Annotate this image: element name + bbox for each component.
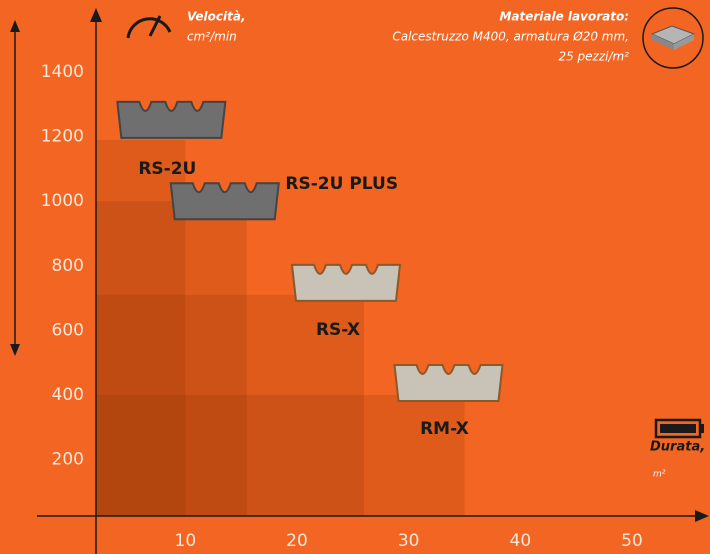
- x-tick-label: 30: [398, 531, 420, 551]
- product-label: RS-X: [316, 320, 360, 340]
- areas: [96, 139, 465, 516]
- y-tick-label: 1400: [41, 62, 84, 82]
- y-unit: cm²/min: [187, 30, 237, 44]
- speed-icon: [126, 15, 172, 39]
- side-arrow-head: [10, 20, 20, 32]
- area: [96, 139, 186, 516]
- side-arrow-head: [10, 344, 20, 356]
- battery-icon: [660, 424, 696, 433]
- material-title: Materiale lavorato:: [499, 10, 629, 24]
- segment-image: [169, 182, 280, 221]
- x-tick-label: 40: [510, 531, 532, 551]
- y-tick-label: 1200: [41, 127, 84, 147]
- segment-image: [290, 263, 402, 302]
- y-title: Velocità,: [187, 10, 246, 24]
- segment-image: [393, 363, 504, 402]
- area: [96, 201, 247, 516]
- area: [96, 294, 364, 516]
- material-icon: [674, 34, 694, 50]
- material-line: 25 pezzi/m²: [558, 50, 629, 64]
- product-label: RM-X: [420, 419, 469, 439]
- x-unit: m²: [653, 470, 666, 480]
- x-tick-label: 50: [621, 531, 643, 551]
- material-icon: [642, 7, 704, 69]
- x-arrow: [695, 510, 709, 522]
- x-tick-label: 20: [286, 531, 308, 551]
- y-tick-label: 400: [52, 385, 84, 405]
- battery-icon: [700, 424, 704, 433]
- x-title: Durata,: [650, 440, 705, 455]
- y-tick-label: 800: [52, 256, 84, 276]
- x-tick-label: 10: [175, 531, 197, 551]
- material-icon: [652, 34, 674, 50]
- area: [96, 394, 465, 516]
- y-tick-label: 1000: [41, 191, 84, 211]
- y-arrow: [90, 8, 102, 22]
- material-line: Calcestruzzo M400, armatura Ø20 mm,: [392, 30, 629, 44]
- segment-image: [116, 100, 227, 139]
- product-label: RS-2U: [138, 159, 196, 179]
- y-tick-label: 600: [52, 320, 84, 340]
- y-tick-label: 200: [52, 450, 84, 470]
- product-label: RS-2U PLUS: [285, 174, 398, 194]
